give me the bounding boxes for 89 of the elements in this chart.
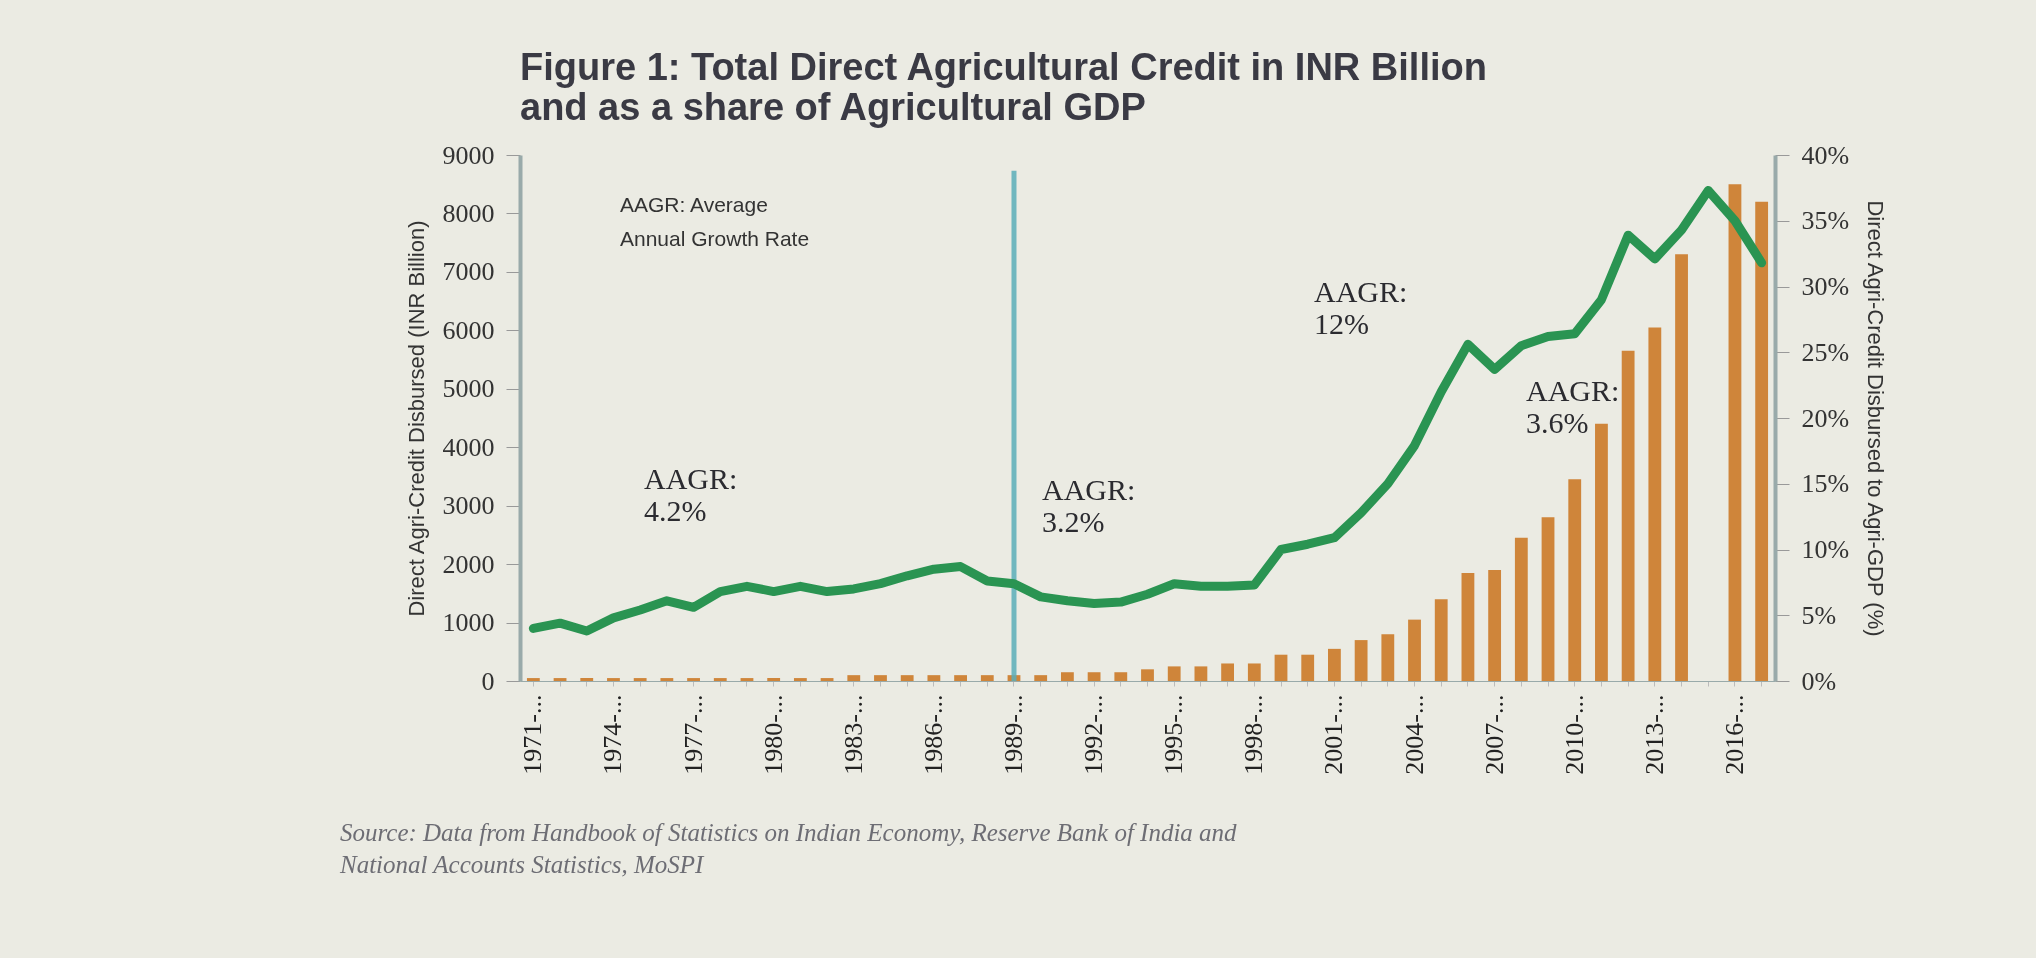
bar <box>1141 669 1154 681</box>
bar <box>1167 666 1181 681</box>
bar <box>1274 654 1288 681</box>
y2-tick-label: 15% <box>1801 469 1850 499</box>
y-tick-label: 0 <box>481 666 495 696</box>
bar <box>1247 663 1261 681</box>
bar <box>820 678 834 681</box>
bar <box>1675 254 1688 681</box>
y-tick-label: 1000 <box>442 608 495 638</box>
bar <box>580 678 594 681</box>
x-tick-label: 1992-... <box>1079 694 1109 775</box>
x-tick-label: 1995-... <box>1159 694 1189 775</box>
y-axis-title: Direct Agri-Credit Disbursed (INR Billion) <box>403 220 429 617</box>
bar <box>633 678 647 681</box>
y-tick-label: 5000 <box>442 374 495 404</box>
x-tick-label: 1989-... <box>998 694 1028 775</box>
bar <box>847 675 861 681</box>
x-tick-label: 2010-... <box>1559 694 1589 775</box>
y-tick-label: 6000 <box>442 315 495 345</box>
bar <box>1514 537 1528 681</box>
bar <box>1408 619 1421 681</box>
bar <box>713 678 727 681</box>
annotation: AAGR: 12% <box>1314 275 1408 340</box>
x-tick-label: 1977-... <box>678 694 708 775</box>
x-tick-label: 1983-... <box>838 694 868 775</box>
bar <box>767 678 781 681</box>
bar <box>1755 201 1769 681</box>
x-tick-label: 1974-... <box>598 694 628 775</box>
bar <box>1621 350 1635 681</box>
annotation: AAGR: 3.6% <box>1526 374 1620 439</box>
x-tick-label: 2013-... <box>1639 694 1669 775</box>
bar <box>1488 569 1502 681</box>
y2-axis-title: Direct Agri-Credit Disbursed to Agri-GDP (%) <box>1863 200 1889 637</box>
bar <box>1461 572 1475 681</box>
y-tick-label: 8000 <box>442 198 495 228</box>
bar <box>1221 663 1235 681</box>
bar <box>1034 675 1048 681</box>
bar <box>1194 666 1208 681</box>
x-tick-label: 1998-... <box>1239 694 1269 775</box>
annotation: AAGR: 4.2% <box>644 462 738 527</box>
bar <box>954 675 967 681</box>
y-tick-label: 3000 <box>442 491 495 521</box>
bar <box>874 675 887 681</box>
x-tick-label: 1986-... <box>918 694 948 775</box>
y-tick-label: 2000 <box>442 549 495 579</box>
x-tick-label: 1971-... <box>518 694 548 775</box>
bar <box>1595 423 1608 681</box>
y2-tick-label: 25% <box>1801 337 1850 367</box>
x-tick-label: 2016-... <box>1719 694 1749 775</box>
source-note: Source: Data from Handbook of Statistics on Indian Economy, Reserve Bank of India and National Accounts Statistics, MoSPI <box>339 819 1238 878</box>
bar <box>526 678 540 681</box>
bar <box>1114 672 1128 681</box>
bar <box>1434 599 1448 681</box>
bar <box>607 678 620 681</box>
bar <box>687 678 700 681</box>
annotation: AAGR: 3.2% <box>1042 473 1136 538</box>
y2-tick-label: 40% <box>1801 140 1850 170</box>
bar <box>1060 672 1074 681</box>
bar <box>793 678 807 681</box>
x-tick-label: 2001-... <box>1319 694 1349 775</box>
bar <box>1354 640 1368 681</box>
y2-tick-label: 20% <box>1801 403 1850 433</box>
bar <box>1328 648 1341 681</box>
bar <box>927 675 941 681</box>
bar <box>1087 672 1101 681</box>
bar <box>1541 517 1555 681</box>
bar <box>1648 327 1662 681</box>
bar <box>553 678 567 681</box>
bar <box>1568 479 1582 681</box>
chart-title: Figure 1: Total Direct Agricultural Credit in INR Billion and as a share of Agricultural GDP <box>520 46 1487 128</box>
y2-tick-label: 5% <box>1801 600 1837 630</box>
y-tick-label: 9000 <box>442 140 495 170</box>
y2-tick-label: 35% <box>1801 206 1850 236</box>
x-tick-label: 2007-... <box>1479 694 1509 775</box>
y-tick-label: 4000 <box>442 432 495 462</box>
bar <box>1301 654 1315 681</box>
x-tick-label: 2004-... <box>1399 694 1429 775</box>
bar <box>660 678 674 681</box>
y2-tick-label: 30% <box>1801 272 1850 301</box>
y-tick-label: 7000 <box>442 257 495 287</box>
y2-tick-label: 10% <box>1801 535 1850 564</box>
bar <box>1381 634 1395 681</box>
bar <box>1728 184 1742 681</box>
x-tick-label: 1980-... <box>758 694 788 775</box>
annotation: AAGR: Average Annual Growth Rate <box>620 193 810 250</box>
y2-tick-label: 0% <box>1801 666 1837 696</box>
bar <box>980 675 994 681</box>
bar <box>900 675 914 681</box>
bar <box>740 678 754 681</box>
